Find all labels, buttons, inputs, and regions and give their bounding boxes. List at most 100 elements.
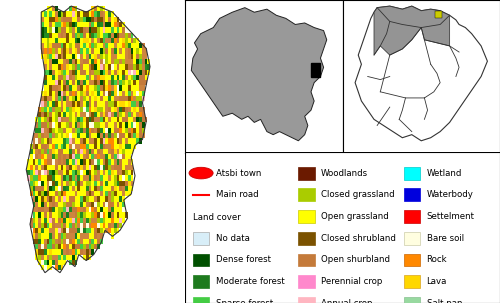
Bar: [108, 96, 111, 101]
Bar: [44, 154, 46, 159]
Bar: [111, 202, 114, 207]
Bar: [102, 48, 106, 54]
Bar: [66, 91, 69, 96]
Bar: [83, 165, 86, 170]
Bar: [102, 202, 106, 207]
Bar: [80, 64, 83, 69]
Bar: [88, 165, 92, 170]
Bar: [46, 22, 50, 27]
Bar: [41, 144, 44, 149]
Bar: [44, 128, 46, 133]
Bar: [52, 48, 55, 54]
Bar: [36, 239, 38, 244]
Bar: [38, 138, 41, 144]
Bar: [44, 22, 46, 27]
Bar: [100, 133, 102, 138]
Bar: [72, 22, 74, 27]
Bar: [92, 38, 94, 43]
Bar: [114, 101, 116, 107]
Bar: [60, 91, 64, 96]
Bar: [128, 165, 130, 170]
Bar: [58, 101, 60, 107]
Bar: [125, 159, 128, 165]
Bar: [134, 107, 136, 112]
Bar: [64, 144, 66, 149]
Bar: [86, 223, 88, 228]
Bar: [97, 128, 100, 133]
Bar: [134, 138, 136, 144]
Bar: [108, 181, 111, 186]
Bar: [64, 181, 66, 186]
Bar: [74, 223, 78, 228]
Bar: [55, 112, 58, 117]
Bar: [38, 191, 41, 196]
Bar: [97, 207, 100, 212]
Bar: [74, 196, 78, 202]
Bar: [72, 128, 74, 133]
Bar: [111, 69, 114, 75]
Bar: [86, 196, 88, 202]
Bar: [58, 175, 60, 181]
Bar: [92, 133, 94, 138]
Bar: [41, 223, 44, 228]
Bar: [122, 149, 125, 154]
Bar: [58, 207, 60, 212]
Bar: [72, 80, 74, 85]
Bar: [52, 27, 55, 32]
Bar: [60, 27, 64, 32]
Bar: [125, 117, 128, 122]
Bar: [64, 202, 66, 207]
Bar: [44, 212, 46, 218]
Bar: [46, 75, 50, 80]
Bar: [88, 69, 92, 75]
Bar: [78, 91, 80, 96]
Bar: [60, 22, 64, 27]
Bar: [111, 117, 114, 122]
Bar: [78, 138, 80, 144]
Bar: [86, 27, 88, 32]
Bar: [36, 207, 38, 212]
Bar: [52, 11, 55, 17]
Bar: [97, 91, 100, 96]
Bar: [102, 149, 106, 154]
Bar: [72, 59, 74, 64]
Bar: [32, 165, 35, 170]
Bar: [144, 117, 148, 122]
Bar: [120, 218, 122, 223]
Bar: [100, 48, 102, 54]
Bar: [55, 69, 58, 75]
Bar: [111, 85, 114, 91]
Bar: [108, 218, 111, 223]
Bar: [55, 170, 58, 175]
Bar: [80, 32, 83, 38]
Bar: [41, 265, 44, 271]
Bar: [136, 59, 139, 64]
Bar: [142, 75, 144, 80]
Bar: [120, 159, 122, 165]
Bar: [142, 128, 144, 133]
Bar: [58, 112, 60, 117]
Bar: [74, 234, 78, 239]
Bar: [46, 218, 50, 223]
Bar: [38, 122, 41, 128]
Bar: [41, 43, 44, 48]
Bar: [50, 117, 52, 122]
Bar: [60, 175, 64, 181]
Bar: [116, 59, 119, 64]
Bar: [44, 59, 46, 64]
Bar: [100, 122, 102, 128]
Bar: [58, 212, 60, 218]
Bar: [52, 133, 55, 138]
Bar: [69, 175, 72, 181]
Bar: [122, 54, 125, 59]
Bar: [148, 64, 150, 69]
Bar: [106, 228, 108, 234]
Bar: [139, 91, 141, 96]
Bar: [58, 249, 60, 255]
Bar: [116, 32, 119, 38]
Bar: [108, 212, 111, 218]
Bar: [55, 27, 58, 32]
Bar: [108, 207, 111, 212]
Bar: [114, 202, 116, 207]
Bar: [72, 69, 74, 75]
